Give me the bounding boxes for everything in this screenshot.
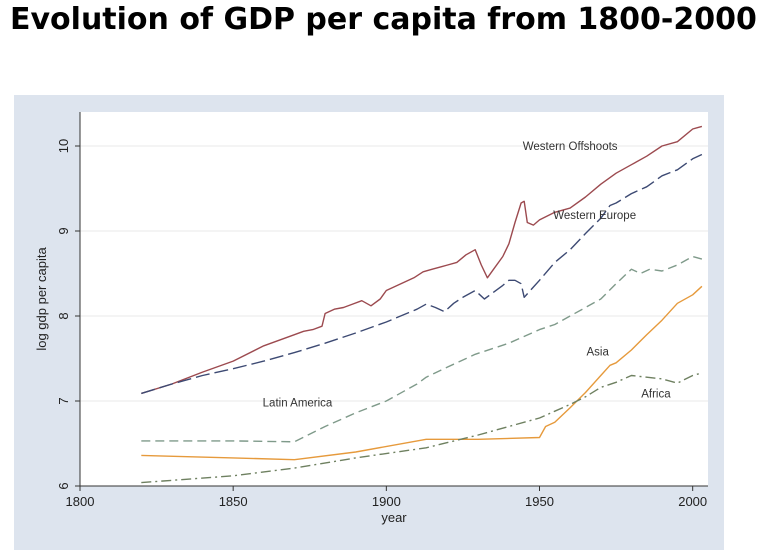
plot-area bbox=[80, 112, 708, 486]
series-line-4 bbox=[141, 372, 703, 484]
x-tick-label: 1900 bbox=[372, 494, 401, 509]
x-axis-title: year bbox=[381, 510, 407, 525]
page-title: Evolution of GDP per capita from 1800-20… bbox=[10, 2, 757, 37]
series-label: Asia bbox=[587, 347, 610, 359]
y-tick-label: 10 bbox=[56, 139, 71, 153]
axes: 6 7 8 9 10 1800 1850 1900 1950 2000 year log gdp pe… bbox=[34, 112, 708, 525]
series-label: Western Europe bbox=[553, 210, 636, 222]
series-labels: Western Offshoots Western Europe Latin Ame… bbox=[263, 141, 672, 410]
line-chart: 6 7 8 9 10 1800 1850 1900 1950 2000 year log gdp pe… bbox=[34, 112, 708, 525]
series-lines bbox=[141, 125, 703, 484]
chart-frame: 6 7 8 9 10 1800 1850 1900 1950 2000 year log gdp pe… bbox=[14, 95, 724, 550]
series-line-0 bbox=[141, 125, 703, 395]
y-tick-label: 9 bbox=[56, 227, 71, 234]
x-tick-label: 1800 bbox=[66, 494, 95, 509]
series-line-2 bbox=[141, 255, 703, 443]
series-label: Western Offshoots bbox=[523, 141, 618, 153]
y-axis-title: log gdp per capita bbox=[34, 247, 49, 351]
y-tick-label: 7 bbox=[56, 397, 71, 404]
series-label: Latin America bbox=[263, 398, 333, 410]
x-tick-label: 1950 bbox=[525, 494, 554, 509]
series-label: Africa bbox=[641, 388, 671, 400]
x-tick-label: 2000 bbox=[678, 494, 707, 509]
series-line-1 bbox=[141, 153, 703, 395]
y-tick-label: 6 bbox=[56, 482, 71, 489]
x-tick-label: 1850 bbox=[219, 494, 248, 509]
y-tick-label: 8 bbox=[56, 312, 71, 319]
